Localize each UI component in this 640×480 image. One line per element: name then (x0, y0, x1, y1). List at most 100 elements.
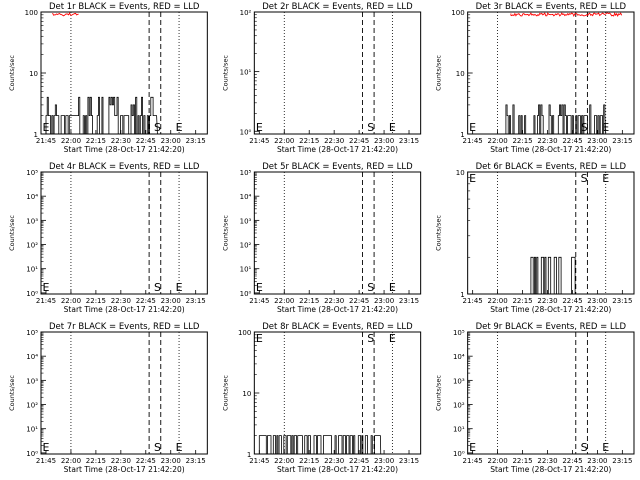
y-axis-label: Counts/sec (435, 215, 443, 251)
x-tick-label: 21:45 (249, 457, 269, 465)
marker-e-left: E (256, 121, 263, 134)
y-axis-label: Counts/sec (8, 215, 16, 251)
y-tick-label: 10¹ (240, 266, 252, 274)
y-tick-label: 100 (238, 329, 251, 337)
x-axis-label: Start Time (28-Oct-17 21:42:20) (277, 145, 398, 154)
x-tick-label: 22:00 (274, 137, 294, 145)
marker-e-right: E (389, 281, 396, 294)
x-axis-label: Start Time (28-Oct-17 21:42:20) (277, 465, 398, 474)
marker-e-right: E (602, 441, 609, 454)
y-tick-label: 10³ (453, 377, 465, 385)
chart-panel-5: Det 5r BLACK = Events, RED = LLD 21:45 22:… (221, 162, 422, 314)
x-tick-label: 22:00 (61, 297, 81, 305)
chart-panel-3: Det 3r BLACK = Events, RED = LLD 21:45 22:… (435, 2, 635, 154)
y-tick-label: 100 (451, 9, 464, 17)
y-tick-label: 10 (456, 169, 465, 177)
marker-s: S (154, 281, 161, 294)
x-tick-label: 22:45 (562, 457, 582, 465)
y-tick-label: 10⁴ (240, 193, 252, 201)
y-tick-label: 10⁴ (26, 353, 38, 361)
y-axis-label: Counts/sec (8, 375, 16, 411)
series-events-line (505, 104, 607, 135)
y-tick-label: 10⁵ (240, 169, 252, 177)
x-tick-label: 22:45 (562, 297, 582, 305)
x-axis-label: Start Time (28-Oct-17 21:42:20) (490, 465, 611, 474)
chart-panel-6: Det 6r BLACK = Events, RED = LLD 21:45 22:… (435, 162, 635, 314)
x-tick-label: 22:30 (324, 137, 344, 145)
x-tick-label: 22:15 (86, 137, 106, 145)
chart-title: Det 2r BLACK = Events, RED = LLD (262, 2, 413, 12)
x-tick-label: 22:45 (349, 297, 369, 305)
chart-panel-4: Det 4r BLACK = Events, RED = LLD 21:45 22:… (8, 162, 208, 314)
x-tick-label: 22:30 (111, 297, 131, 305)
marker-e-left: E (43, 281, 50, 294)
x-tick-label: 21:45 (36, 457, 56, 465)
x-tick-label: 22:45 (349, 457, 369, 465)
y-tick-label: 10¹ (26, 266, 38, 274)
x-tick-label: 23:15 (612, 137, 632, 145)
chart-panel-9: Det 9r BLACK = Events, RED = LLD 21:45 22:… (435, 322, 635, 474)
y-tick-label: 10² (240, 242, 252, 250)
chart-panel-8: Det 8r BLACK = Events, RED = LLD 21:45 22:… (221, 322, 422, 474)
x-tick-label: 22:00 (61, 457, 81, 465)
x-axis-label: Start Time (28-Oct-17 21:42:20) (64, 305, 185, 314)
x-tick-label: 22:30 (537, 137, 557, 145)
x-tick-label: 23:15 (186, 297, 206, 305)
x-tick-label: 21:45 (36, 137, 56, 145)
y-tick-label: 10 (456, 70, 465, 78)
x-tick-label: 21:45 (36, 297, 56, 305)
y-axis-label: Counts/sec (8, 55, 16, 91)
y-tick-label: 10⁴ (453, 353, 465, 361)
x-tick-label: 23:15 (612, 457, 632, 465)
x-tick-label: 22:15 (512, 457, 532, 465)
x-tick-label: 22:30 (111, 137, 131, 145)
y-tick-label: 10² (26, 242, 38, 250)
y-tick-label: 10² (453, 402, 465, 410)
x-tick-label: 22:00 (61, 137, 81, 145)
y-axis-label: Counts/sec (435, 375, 443, 411)
x-tick-label: 23:15 (186, 457, 206, 465)
y-tick-label: 10 (29, 70, 38, 78)
x-tick-label: 23:00 (374, 137, 394, 145)
y-axis-label: Counts/sec (221, 55, 229, 91)
plot-frame (467, 331, 635, 455)
chart-title: Det 7r BLACK = Events, RED = LLD (49, 322, 200, 332)
series-lld-line (52, 12, 79, 17)
chart-panel-1: Det 1r BLACK = Events, RED = LLD 21:45 22:… (8, 2, 208, 154)
x-tick-label: 23:00 (587, 457, 607, 465)
chart-title: Det 5r BLACK = Events, RED = LLD (262, 162, 413, 172)
x-axis-label: Start Time (28-Oct-17 21:42:20) (64, 465, 185, 474)
y-tick-label: 10⁵ (26, 329, 38, 337)
x-tick-label: 23:15 (399, 457, 419, 465)
marker-e-right: E (602, 172, 609, 185)
marker-s: S (367, 281, 374, 294)
x-tick-label: 23:15 (399, 137, 419, 145)
x-tick-label: 22:30 (324, 297, 344, 305)
marker-s: S (581, 172, 588, 185)
x-tick-label: 22:30 (537, 457, 557, 465)
marker-e-right: E (389, 121, 396, 134)
x-axis-label: Start Time (28-Oct-17 21:42:20) (490, 145, 611, 154)
x-tick-label: 21:45 (249, 297, 269, 305)
x-tick-label: 23:00 (161, 457, 181, 465)
y-tick-label: 10⁰ (26, 450, 38, 458)
y-tick-label: 10⁰ (26, 290, 38, 298)
y-tick-label: 100 (25, 9, 38, 17)
marker-s: S (367, 121, 374, 134)
chart-title: Det 3r BLACK = Events, RED = LLD (476, 2, 627, 12)
plot-frame (40, 171, 208, 295)
x-axis-label: Start Time (28-Oct-17 21:42:20) (64, 145, 185, 154)
y-tick-label: 10⁵ (26, 169, 38, 177)
y-tick-label: 10¹ (240, 69, 252, 77)
y-tick-label: 10 (242, 390, 251, 398)
x-tick-label: 22:00 (274, 457, 294, 465)
y-tick-label: 10³ (240, 217, 252, 225)
x-tick-label: 21:45 (463, 137, 483, 145)
y-tick-label: 10⁰ (240, 290, 252, 298)
x-tick-label: 23:00 (161, 137, 181, 145)
chart-panel-7: Det 7r BLACK = Events, RED = LLD 21:45 22:… (8, 322, 208, 474)
marker-e-left: E (469, 441, 476, 454)
y-tick-label: 1 (460, 291, 464, 299)
y-tick-label: 10⁰ (453, 450, 465, 458)
marker-e-left: E (256, 281, 263, 294)
